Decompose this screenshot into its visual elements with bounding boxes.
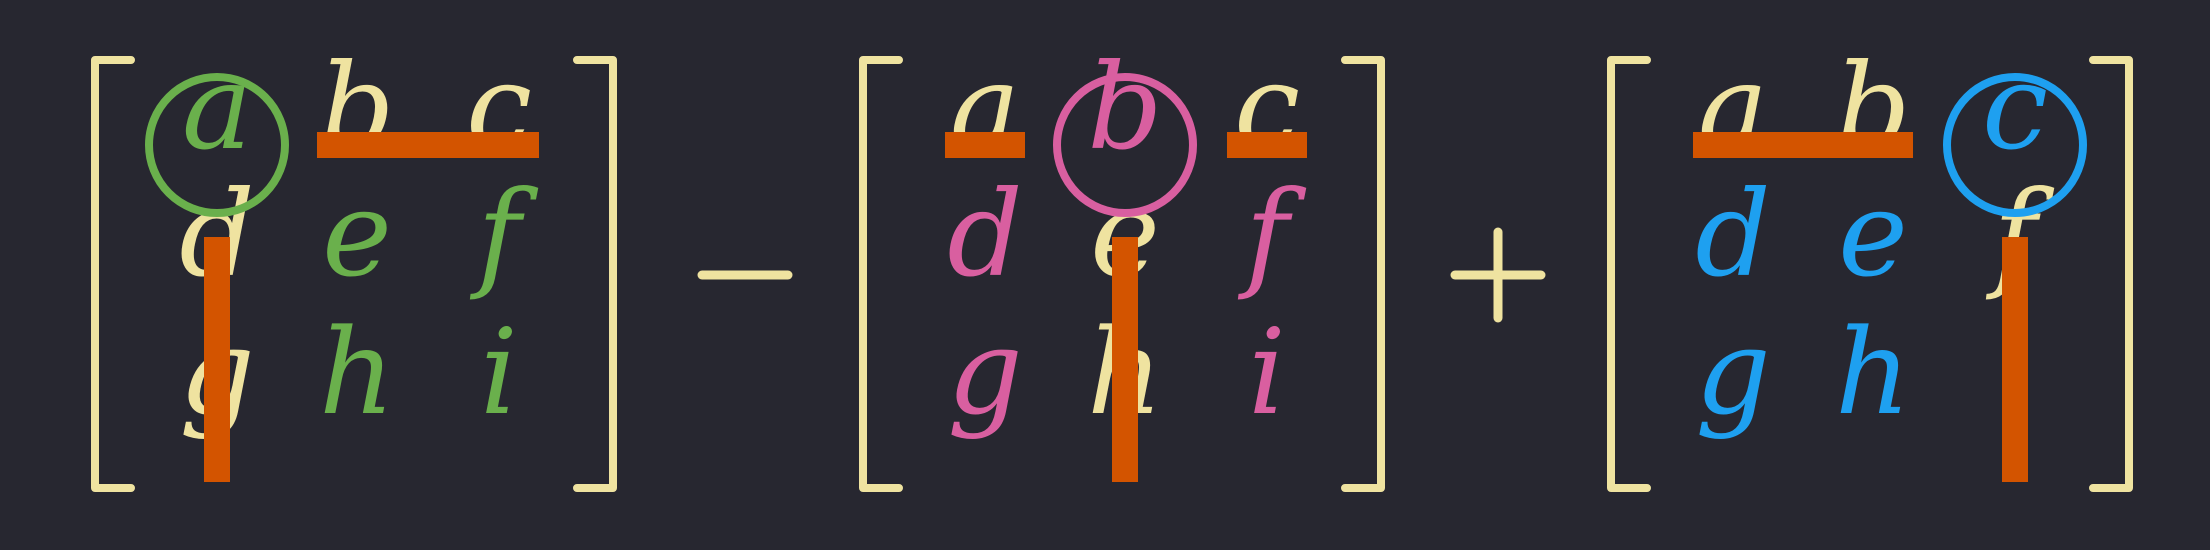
pivot-circle: [145, 73, 289, 217]
column-strike-bar: [1112, 237, 1138, 482]
right-bracket: [573, 56, 617, 492]
matrix-2-entry-i: i: [1248, 303, 1286, 441]
left-bracket: [91, 56, 135, 492]
matrix-3: abcdefghi: [1607, 38, 2133, 492]
matrix-1-entry-a: a: [182, 38, 252, 176]
right-bracket: [1341, 56, 1385, 492]
matrix-1-entry-f: f: [469, 165, 539, 303]
plus-operator: [1450, 227, 1546, 323]
pivot-circle: [1943, 73, 2087, 217]
matrix-1: abcdefghi: [91, 38, 617, 492]
matrix-3-entry-g: g: [1695, 303, 1771, 441]
matrix-2-entry-f: f: [1237, 165, 1307, 303]
pivot-circle: [1053, 73, 1197, 217]
matrix-2: abcdefghi: [859, 38, 1385, 492]
row-strike-bar-1: [317, 132, 539, 158]
matrix-3-entry-e: e: [1838, 165, 1908, 303]
left-bracket: [859, 56, 903, 492]
matrix-1-entry-e: e: [322, 165, 392, 303]
matrix-1-entry-i: i: [480, 303, 518, 441]
matrix-1-entry-h: h: [319, 303, 395, 441]
matrix-2-entry-g: g: [947, 303, 1023, 441]
row-strike-bar-1: [1693, 132, 1913, 158]
matrix-2-entry-d: d: [947, 165, 1023, 303]
matrix-3-entry-c: c: [1982, 38, 2048, 176]
row-strike-bar-1: [945, 132, 1025, 158]
matrix-3-entry-d: d: [1695, 165, 1771, 303]
matrix-3-entry-h: h: [1835, 303, 1911, 441]
matrix-2-entry-b: b: [1087, 38, 1163, 176]
right-bracket: [2089, 56, 2133, 492]
row-strike-bar-2: [1227, 132, 1307, 158]
column-strike-bar: [204, 237, 230, 482]
left-bracket: [1607, 56, 1651, 492]
column-strike-bar: [2002, 237, 2028, 482]
